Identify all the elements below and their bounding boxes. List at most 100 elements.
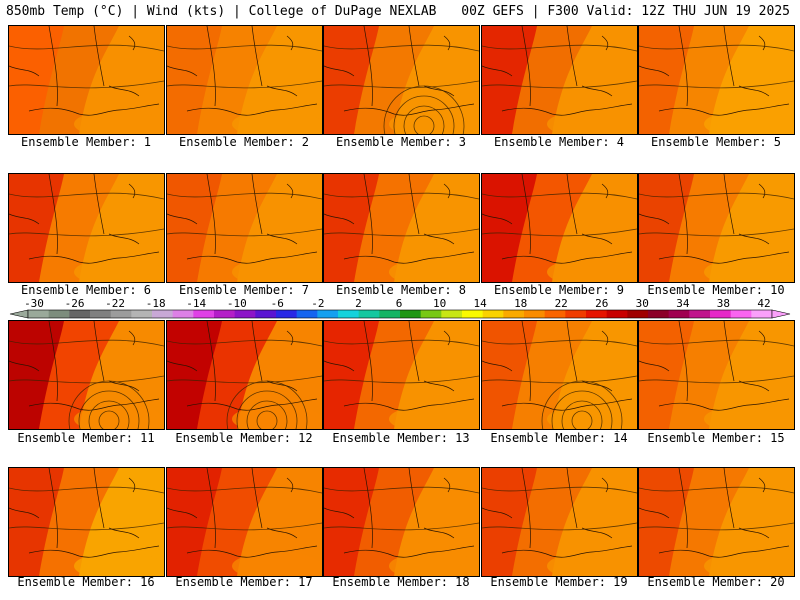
colorbar-swatch: [338, 310, 360, 318]
temperature-map: [167, 468, 322, 576]
colorbar-tick-label: -18: [146, 297, 166, 310]
colorbar-swatch: [565, 310, 587, 318]
temperature-map: [482, 468, 637, 576]
colorbar-tick-label: 30: [636, 297, 649, 310]
colorbar-swatch: [751, 310, 773, 318]
temperature-map: [9, 321, 164, 429]
map-title: 850mb Temp (°C) | Wind (kts) | College o…: [6, 4, 437, 19]
colorbar-swatch: [276, 310, 298, 318]
temperature-map: [324, 174, 479, 282]
colorbar-tick-label: 34: [676, 297, 690, 310]
temperature-map: [324, 468, 479, 576]
ensemble-member-panel: [8, 320, 165, 430]
temperature-map: [482, 321, 637, 429]
colorbar-swatch: [48, 310, 70, 318]
ensemble-member-label: Ensemble Member: 20: [647, 575, 785, 589]
colorbar-swatch: [524, 310, 546, 318]
colorbar-tick-label: -30: [24, 297, 44, 310]
colorbar-swatch: [606, 310, 628, 318]
temperature-map: [639, 468, 794, 576]
colorbar-swatch: [710, 310, 732, 318]
colorbar-swatch: [730, 310, 752, 318]
ensemble-member-label: Ensemble Member: 16: [17, 575, 155, 589]
colorbar-swatch: [503, 310, 525, 318]
temperature-map: [9, 174, 164, 282]
ensemble-member-panel: [323, 25, 480, 135]
ensemble-member-label: Ensemble Member: 10: [647, 283, 785, 297]
colorbar-swatch: [689, 310, 711, 318]
colorbar-tick-label: 6: [396, 297, 403, 310]
colorbar-swatch: [358, 310, 380, 318]
ensemble-member-panel: [8, 467, 165, 577]
colorbar-tick-label: 2: [355, 297, 362, 310]
colorbar-tick-label: 22: [555, 297, 568, 310]
colorbar-tick-label: 42: [757, 297, 770, 310]
ensemble-member-label: Ensemble Member: 6: [20, 283, 152, 297]
temperature-map: [639, 321, 794, 429]
ensemble-member-label: Ensemble Member: 7: [178, 283, 310, 297]
ensemble-member-label: Ensemble Member: 9: [493, 283, 625, 297]
ensemble-member-panel: [323, 173, 480, 283]
colorbar-swatch: [627, 310, 649, 318]
ensemble-member-label: Ensemble Member: 18: [332, 575, 470, 589]
temperature-map: [9, 26, 164, 134]
colorbar-swatch: [28, 310, 50, 318]
ensemble-member-panel: [638, 467, 795, 577]
ensemble-member-label: Ensemble Member: 8: [335, 283, 467, 297]
ensemble-member-panel: [166, 467, 323, 577]
colorbar-tick-label: 14: [473, 297, 487, 310]
colorbar-swatch: [152, 310, 174, 318]
ensemble-member-panel: [323, 467, 480, 577]
ensemble-member-panel: [481, 467, 638, 577]
ensemble-member-label: Ensemble Member: 14: [490, 431, 628, 445]
ensemble-member-panel: [481, 173, 638, 283]
colorbar-tick-label: -26: [65, 297, 85, 310]
ensemble-member-label: Ensemble Member: 5: [650, 135, 782, 149]
ensemble-member-panel: [8, 173, 165, 283]
colorbar-swatch: [420, 310, 442, 318]
ensemble-member-panel: [638, 173, 795, 283]
ensemble-member-label: Ensemble Member: 12: [175, 431, 313, 445]
colorbar-swatch: [379, 310, 401, 318]
ensemble-member-label: Ensemble Member: 17: [175, 575, 313, 589]
colorbar-swatch: [544, 310, 566, 318]
left-arrow-icon: [9, 309, 29, 319]
colorbar-swatch: [214, 310, 236, 318]
colorbar-tick-label: -2: [311, 297, 324, 310]
ensemble-member-label: Ensemble Member: 4: [493, 135, 625, 149]
colorbar-swatch: [255, 310, 277, 318]
colorbar-swatch: [296, 310, 318, 318]
temperature-map: [482, 174, 637, 282]
ensemble-member-label: Ensemble Member: 13: [332, 431, 470, 445]
colorbar-swatch: [234, 310, 256, 318]
right-arrow-icon: [771, 309, 791, 319]
colorbar-swatch: [317, 310, 339, 318]
colorbar-swatch: [648, 310, 670, 318]
ensemble-member-label: Ensemble Member: 19: [490, 575, 628, 589]
temperature-map: [639, 26, 794, 134]
colorbar-swatch: [668, 310, 690, 318]
colorbar-tick-label: -10: [227, 297, 247, 310]
ensemble-member-label: Ensemble Member: 2: [178, 135, 310, 149]
ensemble-member-panel: [8, 25, 165, 135]
colorbar-swatch: [462, 310, 484, 318]
temperature-map: [324, 321, 479, 429]
colorbar-tick-label: -22: [105, 297, 125, 310]
temperature-map: [324, 26, 479, 134]
colorbar-tick-label: 18: [514, 297, 527, 310]
ensemble-member-panel: [638, 320, 795, 430]
temperature-map: [482, 26, 637, 134]
colorbar-tick-label: 10: [433, 297, 446, 310]
colorbar-tick-label: 38: [717, 297, 730, 310]
colorbar-swatch: [90, 310, 112, 318]
ensemble-member-label: Ensemble Member: 3: [335, 135, 467, 149]
model-run-info: 00Z GEFS | F300 Valid: 12Z THU JUN 19 20…: [461, 4, 790, 19]
colorbar-swatch: [193, 310, 215, 318]
colorbar-swatch: [131, 310, 153, 318]
colorbar-tick-label: -6: [271, 297, 284, 310]
temperature-map: [9, 468, 164, 576]
ensemble-member-panel: [481, 25, 638, 135]
colorbar-swatch: [172, 310, 194, 318]
colorbar-swatch: [482, 310, 504, 318]
ensemble-member-label: Ensemble Member: 11: [17, 431, 155, 445]
